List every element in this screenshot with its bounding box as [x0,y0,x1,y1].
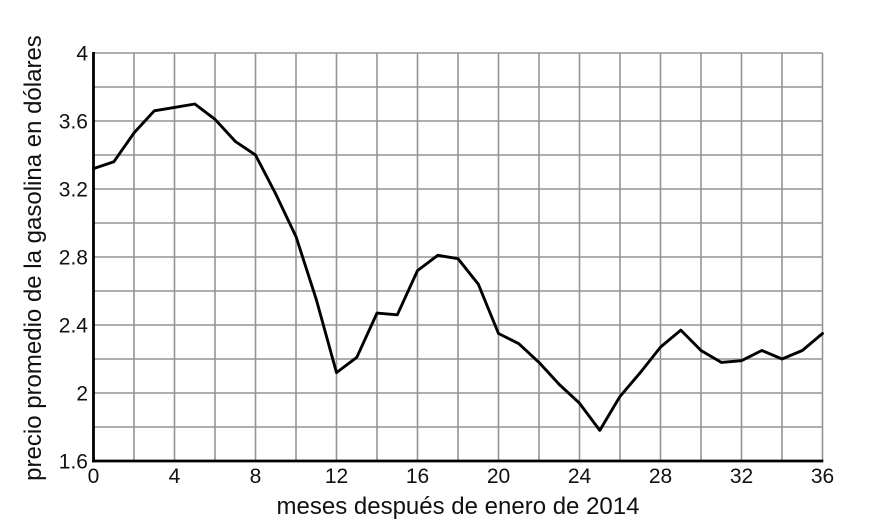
y-tick-label: 1.6 [59,451,88,474]
x-tick-label: 4 [169,465,181,488]
x-tick-label: 24 [568,465,592,488]
x-tick-label: 12 [325,465,348,488]
y-tick-label: 2.4 [59,315,89,338]
x-tick-label: 20 [487,465,510,488]
x-tick-label: 36 [811,465,834,488]
x-tick-label: 16 [406,465,429,488]
x-tick-label: 8 [250,465,262,488]
x-tick-label: 0 [88,465,100,488]
data-line [92,102,824,432]
y-tick-label: 3.6 [59,111,88,134]
y-axis-title: precio promedio de la gasolina en dólare… [20,35,47,481]
y-tick-label: 3.2 [59,179,88,202]
x-tick-label: 28 [649,465,672,488]
x-tick-label: 32 [730,465,753,488]
y-tick-label: 2.8 [59,247,88,270]
y-tick-label: 2 [76,383,88,406]
y-tick-label: 4 [76,43,88,66]
x-axis-title: meses después de enero de 2014 [276,493,640,520]
